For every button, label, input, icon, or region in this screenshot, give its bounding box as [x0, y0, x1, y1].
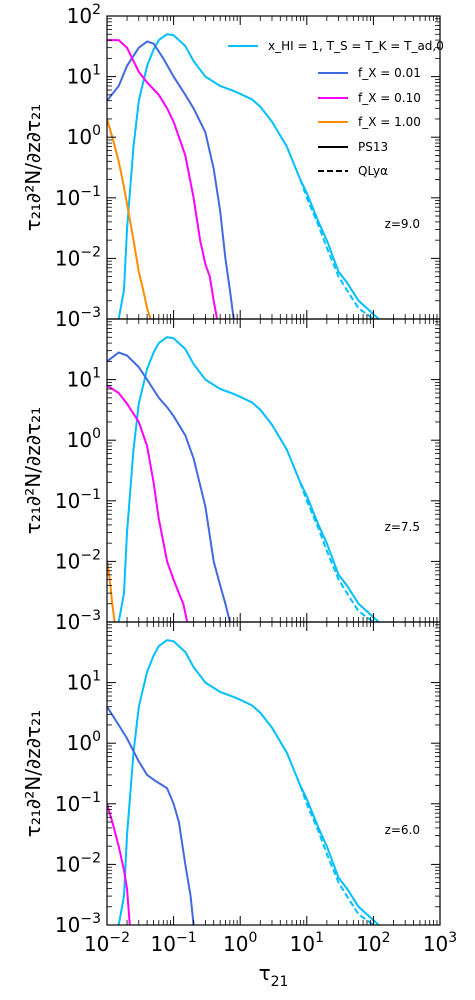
legend-entry: f_X = 0.10: [358, 91, 421, 105]
x-tick-label: 10−2: [84, 930, 130, 956]
legend-entry: QLyα: [358, 164, 388, 178]
series-line-x-hi-1-t-s-t-k-t-ad-0-dashed: [299, 179, 374, 319]
y-tick-label: 100: [67, 729, 101, 755]
y-tick-label: 102: [67, 2, 101, 28]
x-tick-label: 102: [356, 930, 390, 956]
series-group: [107, 33, 380, 319]
plot-frame: [106, 621, 441, 926]
redshift-label: z=7.5: [385, 520, 420, 534]
y-tick-label: 100: [67, 426, 101, 452]
y-axis-label: τ₂₁∂²N/∂z∂τ₂₁: [21, 407, 45, 534]
y-tick-label: 101: [67, 366, 101, 392]
x-tick-label: 10−1: [151, 930, 197, 956]
series-line-x-hi-1-t-s-t-k-t-ad-0: [117, 33, 380, 319]
plot-frame: [106, 15, 441, 320]
x-tick-label: 101: [290, 930, 324, 956]
y-tick-label: 10−2: [55, 850, 101, 876]
series-line-f-x-0-10: [107, 39, 219, 319]
y-tick-label: 100: [67, 123, 101, 149]
legend-entry: x_HI = 1, T_S = T_K = T_ad,0: [268, 39, 444, 53]
series-line-f-x-0-01: [107, 40, 235, 319]
series-line-x-hi-1-t-s-t-k-t-ad-0: [117, 639, 380, 925]
legend-entry: PS13: [358, 140, 388, 154]
series-line-x-hi-1-t-s-t-k-t-ad-0: [117, 336, 380, 622]
x-axis-label: τ21: [259, 961, 289, 990]
y-tick-label: 101: [67, 63, 101, 89]
series-line-f-x-1-00: [107, 118, 152, 319]
y-tick-label: 10−1: [55, 790, 101, 816]
x-tick-label: 103: [423, 930, 457, 956]
y-tick-label: 101: [67, 669, 101, 695]
y-tick-label: 10−3: [55, 305, 101, 331]
series-line-f-x-0-01: [107, 351, 231, 622]
y-axis-label: τ₂₁∂²N/∂z∂τ₂₁: [21, 710, 45, 837]
series-line-f-x-0-10: [107, 384, 189, 622]
redshift-label: z=6.0: [385, 823, 420, 837]
plot-frame: [106, 318, 441, 623]
x-tick-label: 100: [223, 930, 257, 956]
panel-2: 101 100 10−1 10−2 10−3 z=7.5 τ₂₁∂²N/∂z∂τ₂₁: [21, 318, 441, 634]
y-axis-label: τ₂₁∂²N/∂z∂τ₂₁: [21, 104, 45, 231]
series-line-x-hi-1-t-s-t-k-t-ad-0-dashed: [299, 785, 374, 925]
series-group: [107, 639, 380, 925]
series-group: [107, 336, 380, 622]
series-line-x-hi-1-t-s-t-k-t-ad-0-dashed: [299, 482, 374, 622]
legend-entry: f_X = 1.00: [358, 115, 421, 129]
y-tick-label: 10−3: [55, 608, 101, 634]
series-line-f-x-0-10: [107, 803, 131, 925]
y-tick-label: 10−2: [55, 244, 101, 270]
y-tick-label: 10−1: [55, 184, 101, 210]
redshift-label: z=9.0: [385, 217, 420, 231]
series-line-f-x-0-01: [107, 706, 195, 925]
panel-1: 102 101 100 10−1 10−2 10−3 z=9.0 τ₂₁∂²N/∂z∂τ₂₁: [21, 2, 441, 331]
legend-entry: f_X = 0.01: [358, 66, 421, 80]
y-tick-label: 10−2: [55, 547, 101, 573]
y-tick-label: 10−1: [55, 487, 101, 513]
legend: x_HI = 1, T_S = T_K = T_ad,0 f_X = 0.01 f_…: [228, 39, 444, 178]
